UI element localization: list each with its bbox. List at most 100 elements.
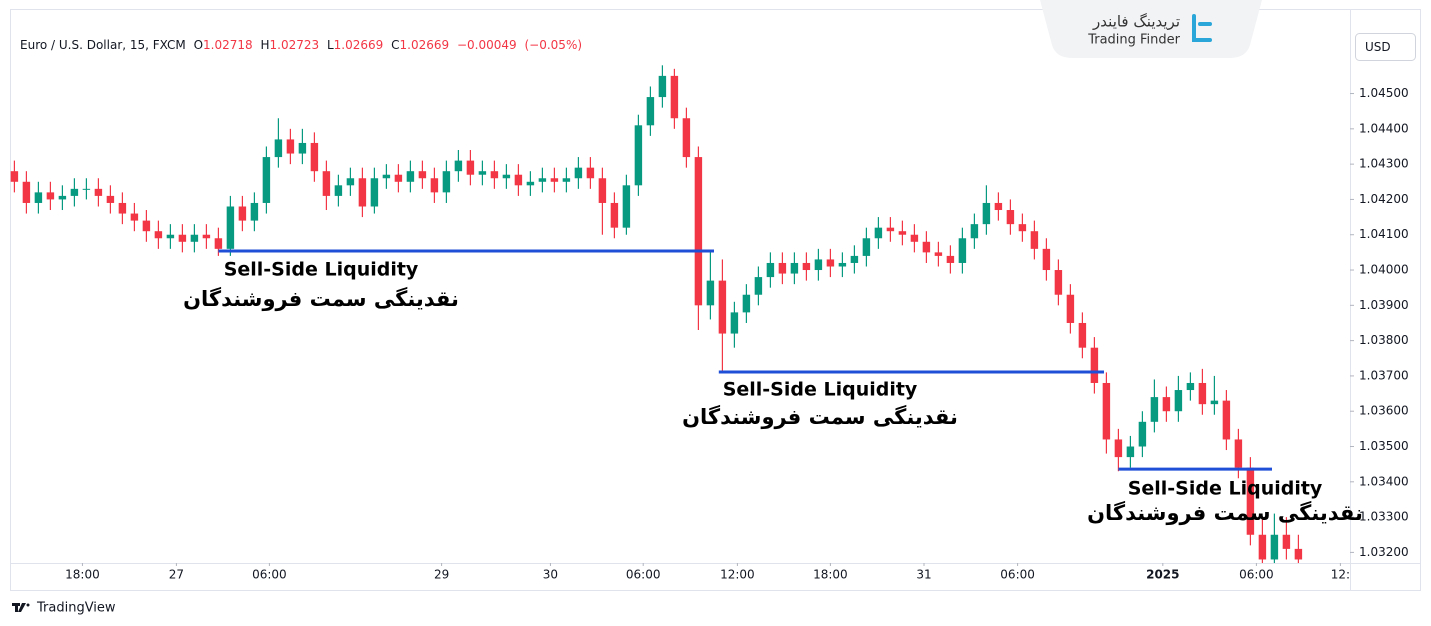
x-tick-label: 18:00 bbox=[813, 568, 848, 582]
x-tick-label: 12: bbox=[1331, 568, 1350, 582]
footer-logo bbox=[12, 603, 30, 612]
candle-body bbox=[514, 174, 523, 186]
candle-body bbox=[538, 178, 547, 182]
candle-body bbox=[670, 75, 679, 119]
candle-body bbox=[178, 234, 187, 242]
x-tick-label: 30 bbox=[543, 568, 558, 582]
candle-body bbox=[442, 171, 451, 193]
candle-body bbox=[934, 252, 943, 256]
candle-body bbox=[574, 167, 583, 179]
candle-body bbox=[106, 195, 115, 203]
candle-body bbox=[1042, 248, 1051, 271]
candle-body bbox=[1294, 548, 1303, 560]
candle-body bbox=[274, 139, 283, 158]
candle-body bbox=[226, 206, 235, 249]
candle-body bbox=[502, 174, 511, 179]
y-tick-label: 1.04100 bbox=[1359, 227, 1409, 241]
candle-body bbox=[1006, 210, 1015, 225]
candle-body bbox=[634, 125, 643, 186]
candle-body bbox=[1114, 439, 1123, 458]
candle-body bbox=[382, 174, 391, 179]
candle-body bbox=[1234, 439, 1243, 468]
candle-body bbox=[334, 185, 343, 196]
x-tick-label: 12:00 bbox=[720, 568, 755, 582]
candle-body bbox=[262, 157, 271, 203]
candle-body bbox=[82, 188, 91, 190]
candle-body bbox=[1222, 400, 1231, 440]
candle-body bbox=[898, 231, 907, 235]
candle-body bbox=[1090, 347, 1099, 383]
candle-body bbox=[1078, 322, 1087, 348]
candle-body bbox=[886, 227, 895, 232]
candle-body bbox=[778, 262, 787, 274]
candle-body bbox=[1126, 446, 1135, 458]
liquidity-label: Sell-Side Liquidity bbox=[1128, 478, 1323, 500]
candle-body bbox=[874, 227, 883, 239]
currency-label[interactable]: USD bbox=[1365, 40, 1391, 54]
brand-fa: تریدینگ فایندر bbox=[1092, 13, 1180, 31]
candle-body bbox=[826, 259, 835, 267]
x-tick-label: 06:00 bbox=[252, 568, 287, 582]
candle-body bbox=[394, 174, 403, 182]
candle-body bbox=[658, 75, 667, 98]
title: Euro / U.S. Dollar, 15, FXCM bbox=[20, 38, 186, 52]
currency-button[interactable] bbox=[1355, 33, 1416, 61]
candle-body bbox=[1198, 382, 1207, 405]
x-tick-label: 06:00 bbox=[1239, 568, 1274, 582]
candle-body bbox=[1150, 397, 1159, 422]
chart-frame bbox=[10, 9, 1421, 591]
candle-body bbox=[166, 234, 175, 239]
candle-body bbox=[1186, 382, 1195, 391]
candle-body bbox=[1270, 534, 1279, 560]
candle-body bbox=[490, 171, 499, 179]
candle-body bbox=[1066, 294, 1075, 323]
candle-body bbox=[1162, 397, 1171, 412]
candle-body bbox=[250, 202, 259, 221]
change: −0.00049 bbox=[457, 38, 517, 52]
x-tick-label: 06:00 bbox=[626, 568, 661, 582]
y-tick-label: 1.03200 bbox=[1359, 545, 1409, 559]
candle-body bbox=[466, 160, 475, 175]
candle-body bbox=[682, 118, 691, 158]
y-tick-label: 1.04400 bbox=[1359, 121, 1409, 135]
candle-body bbox=[694, 157, 703, 306]
liquidity-label: Sell-Side Liquidity bbox=[224, 259, 419, 281]
candle-body bbox=[754, 277, 763, 295]
candle-body bbox=[1138, 421, 1147, 447]
y-tick-label: 1.04300 bbox=[1359, 157, 1409, 171]
candle-body bbox=[622, 185, 631, 228]
candle-body bbox=[982, 202, 991, 225]
high-value: 1.02723 bbox=[270, 38, 320, 52]
candle-body bbox=[910, 234, 919, 242]
candle-body bbox=[46, 192, 55, 200]
candle-body bbox=[358, 178, 367, 207]
candle-body bbox=[1258, 534, 1267, 560]
candle-body bbox=[1282, 534, 1291, 549]
high-label: H bbox=[261, 38, 270, 52]
candle-body bbox=[310, 142, 319, 172]
candle-body bbox=[586, 167, 595, 179]
candle-body bbox=[478, 171, 487, 175]
candle-body bbox=[238, 206, 247, 221]
plot bbox=[10, 65, 1303, 563]
liquidity-label-fa: نقدینگی سمت فروشندگان bbox=[183, 286, 459, 311]
candle-body bbox=[850, 255, 859, 263]
x-tick-label: 29 bbox=[434, 568, 449, 582]
candle-body bbox=[646, 97, 655, 126]
candle-body bbox=[1210, 400, 1219, 405]
candle-body bbox=[742, 294, 751, 313]
candle-body bbox=[970, 224, 979, 239]
x-tick-label: 31 bbox=[916, 568, 931, 582]
y-tick-label: 1.04500 bbox=[1359, 86, 1409, 100]
y-tick-label: 1.03500 bbox=[1359, 439, 1409, 453]
candle-body bbox=[1054, 270, 1063, 295]
candle-body bbox=[958, 238, 967, 263]
candle-body bbox=[22, 181, 31, 203]
x-tick-label: 18:00 bbox=[65, 568, 100, 582]
candle-body bbox=[1246, 467, 1255, 535]
candle-body bbox=[202, 234, 211, 239]
x-tick-label: 27 bbox=[169, 568, 184, 582]
x-tick-label: 2025 bbox=[1146, 568, 1179, 582]
candle-body bbox=[454, 160, 463, 172]
